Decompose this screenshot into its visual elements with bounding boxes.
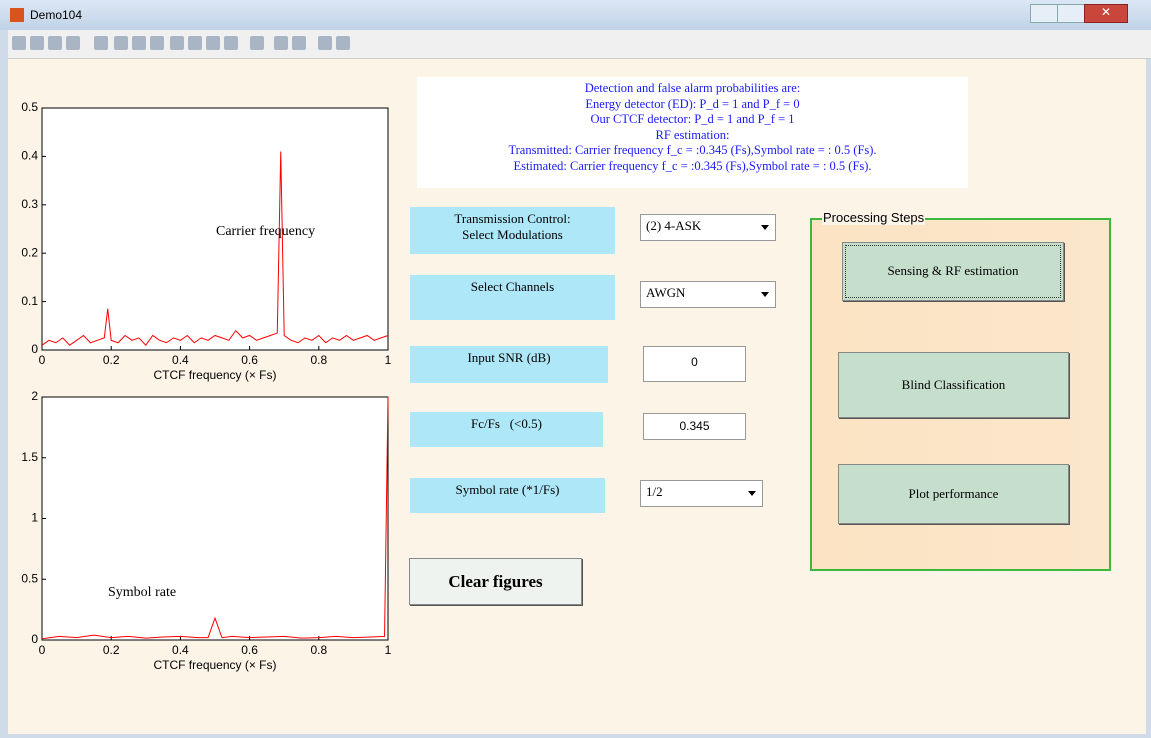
y-tick-label: 1.5 <box>21 450 38 464</box>
axes-box <box>42 108 388 350</box>
sensing-button[interactable]: Sensing & RF estimation <box>842 242 1064 301</box>
x-tick-label: 0 <box>39 643 46 657</box>
label-line: Select Modulations <box>410 227 615 243</box>
symbol-popup[interactable]: 1/2 <box>640 480 763 507</box>
snr-edit[interactable]: 0 <box>643 346 746 382</box>
x-tick-label: 0.8 <box>310 353 327 367</box>
x-tick-label: 1 <box>385 643 392 657</box>
x-axis-label: CTCF frequency (× Fs) <box>153 658 276 672</box>
processing-panel: Processing Steps Sensing & RF estimation… <box>810 218 1111 571</box>
x-tick-label: 0.6 <box>241 353 258 367</box>
symbol-label: Symbol rate (*1/Fs) <box>410 478 605 513</box>
y-tick-label: 0.5 <box>21 100 38 114</box>
y-tick-label: 0 <box>31 342 38 356</box>
x-tick-label: 0.2 <box>103 643 120 657</box>
modulation-label: Transmission Control: Select Modulations <box>410 207 615 254</box>
x-tick-label: 0.6 <box>241 643 258 657</box>
annotation: Symbol rate <box>108 585 176 600</box>
y-tick-label: 0.2 <box>21 245 38 259</box>
x-tick-label: 1 <box>385 353 392 367</box>
x-tick-label: 0.2 <box>103 353 120 367</box>
x-tick-label: 0.4 <box>172 643 189 657</box>
info-line: Our CTCF detector: P_d = 1 and P_f = 1 <box>417 112 968 128</box>
channel-label: Select Channels <box>410 275 615 320</box>
y-tick-label: 0.3 <box>21 197 38 211</box>
label-line: Transmission Control: <box>410 211 615 227</box>
snr-label: Input SNR (dB) <box>410 346 608 383</box>
x-tick-label: 0.4 <box>172 353 189 367</box>
x-axis-label: CTCF frequency (× Fs) <box>153 368 276 382</box>
window: Demo104 ✕ 00.20.40.60.8100.10.20.30.40.5… <box>0 0 1151 738</box>
annotation: Carrier frequency <box>216 224 315 239</box>
y-tick-label: 0.4 <box>21 149 38 163</box>
info-line: Estimated: Carrier frequency f_c = :0.34… <box>417 159 968 175</box>
x-tick-label: 0 <box>39 353 46 367</box>
fc-label: Fc/Fs (<0.5) <box>410 412 603 447</box>
y-tick-label: 0 <box>31 632 38 646</box>
panel-title: Processing Steps <box>822 210 925 225</box>
fc-edit[interactable]: 0.345 <box>643 413 746 440</box>
clear-button[interactable]: Clear figures <box>409 558 582 605</box>
y-tick-label: 1 <box>31 511 38 525</box>
info-line: Energy detector (ED): P_d = 1 and P_f = … <box>417 97 968 113</box>
y-tick-label: 2 <box>31 389 38 403</box>
info-box: Detection and false alarm probabilities … <box>417 77 968 188</box>
info-line: Detection and false alarm probabilities … <box>417 81 968 97</box>
performance-button[interactable]: Plot performance <box>838 464 1069 524</box>
axes-box <box>42 397 388 640</box>
y-tick-label: 0.1 <box>21 294 38 308</box>
classification-button[interactable]: Blind Classification <box>838 352 1069 418</box>
modulation-popup[interactable]: (2) 4-ASK <box>640 214 776 241</box>
y-tick-label: 0.5 <box>21 571 38 585</box>
info-line: Transmitted: Carrier frequency f_c = :0.… <box>417 143 968 159</box>
channel-popup[interactable]: AWGN <box>640 281 776 308</box>
x-tick-label: 0.8 <box>310 643 327 657</box>
info-line: RF estimation: <box>417 128 968 144</box>
